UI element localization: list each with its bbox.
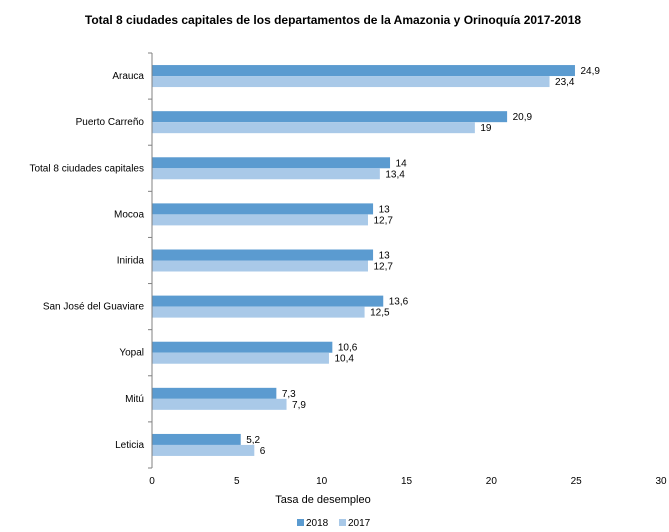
data-label-2018: 10,6 [338,343,358,354]
data-label-2018: 13,6 [389,297,409,308]
category-label: Total 8 ciudades capitales [29,163,144,174]
bar-2017 [152,444,255,456]
data-label-2018: 14 [396,158,408,169]
data-label-2017: 19 [480,123,492,134]
data-label-2018: 24,9 [580,66,600,77]
category-label: Mitú [125,394,144,405]
bar-2018 [152,203,374,215]
legend-swatch-2018 [297,519,304,526]
bar-2018 [152,341,333,353]
bar-2017 [152,352,329,364]
category-label: Leticia [115,440,144,451]
bar-2018 [152,295,384,307]
y-axis: Arauca Puerto Carreño Total 8 ciudades cap… [29,52,153,469]
bar-2017 [152,260,368,272]
bar-2017 [152,168,380,180]
bar-2017 [152,122,475,134]
data-label-2017: 23,4 [555,77,575,88]
data-label-2018: 20,9 [513,112,533,123]
x-tick-label: 5 [234,476,240,487]
bar-2017 [152,398,287,410]
category-label: San José del Guaviare [43,302,145,313]
category-label: Mocoa [114,209,144,220]
data-label-2018: 7,3 [282,389,296,400]
bar-2017 [152,214,368,226]
x-tick-label: 30 [655,476,667,487]
x-axis-label: Tasa de desempleo [275,494,370,506]
data-label-2018: 13 [379,204,391,215]
x-tick-label: 25 [571,476,583,487]
bar-2017 [152,76,550,88]
bar-2018 [152,65,575,77]
bar-2017 [152,306,365,318]
chart-title: Total 8 ciudades capitales de los depart… [85,13,581,27]
x-tick-label: 15 [401,476,413,487]
category-label: Arauca [112,71,144,82]
bar-2018 [152,387,277,399]
x-tick-label: 0 [149,476,155,487]
bar-2018 [152,157,391,169]
category-label: Puerto Carreño [76,117,145,128]
category-label: Inirida [117,256,145,267]
bar-2018 [152,433,241,445]
legend: 2018 2017 [297,518,371,529]
data-label-2017: 12,7 [373,262,393,273]
bars-layer: 24,923,420,9191413,41312,71312,713,612,5… [152,65,600,457]
x-tick-label: 20 [486,476,498,487]
bar-2018 [152,249,374,261]
data-label-2017: 13,4 [385,169,405,180]
data-label-2017: 7,9 [292,400,306,411]
x-axis: 0 5 10 15 20 25 30 [149,476,667,487]
data-label-2017: 12,5 [370,308,390,319]
legend-label-2018: 2018 [306,518,329,529]
data-label-2017: 12,7 [373,215,393,226]
x-tick-label: 10 [316,476,328,487]
bar-2018 [152,111,508,123]
data-label-2018: 13 [379,251,391,262]
legend-swatch-2017 [339,519,346,526]
legend-label-2017: 2017 [348,518,371,529]
data-label-2017: 6 [260,446,266,457]
data-label-2017: 10,4 [334,354,354,365]
category-label: Yopal [119,348,144,359]
data-label-2018: 5,2 [246,435,260,446]
